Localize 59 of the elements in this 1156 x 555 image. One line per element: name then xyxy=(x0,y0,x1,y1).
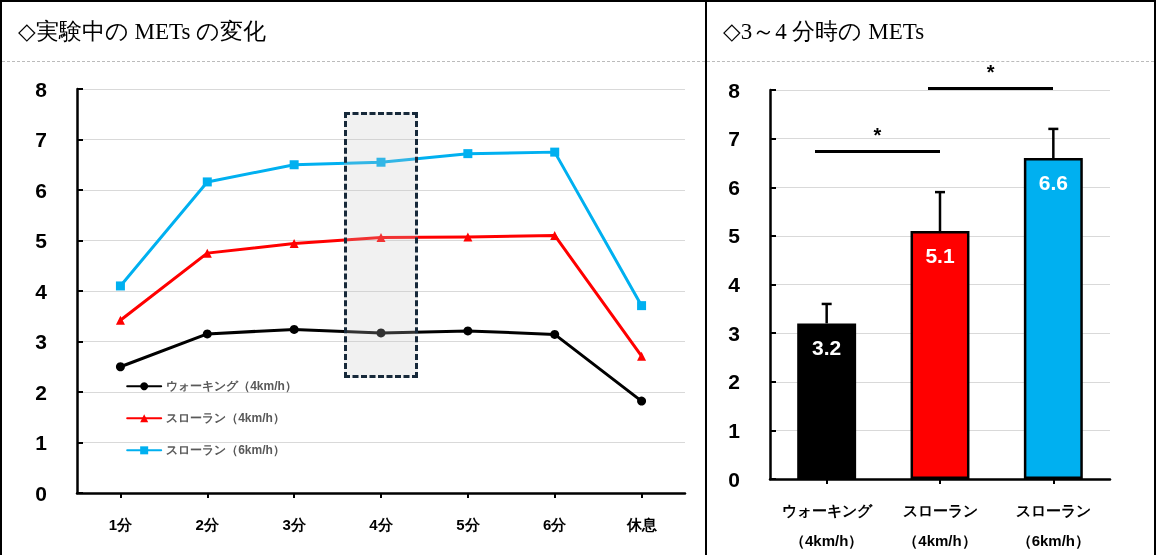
point xyxy=(289,324,299,334)
chart-title: ◇実験中の METs の変化 xyxy=(2,2,705,62)
point xyxy=(463,149,473,159)
y-tick-label: 8 xyxy=(35,77,48,101)
x-tick-label: スローラン（6km/h） xyxy=(1015,501,1091,549)
point xyxy=(115,315,125,325)
x-tick-label: 休息 xyxy=(625,515,658,533)
point xyxy=(202,248,212,258)
data-label: 3.2 xyxy=(812,336,842,360)
x-tick-label: 6分 xyxy=(543,515,568,533)
y-tick-label: 4 xyxy=(728,273,741,296)
y-tick-label: 6 xyxy=(728,175,740,199)
y-tick-label: 3 xyxy=(728,321,740,345)
legend-label: スローラン（4km/h） xyxy=(166,411,285,426)
legend-label: ウォーキング（4km/h） xyxy=(166,379,297,394)
x-tick-label: 3分 xyxy=(282,515,307,533)
significance-bracket: * xyxy=(928,61,1054,90)
x-tick-label: 1分 xyxy=(108,515,134,533)
data-label: 5.1 xyxy=(925,244,955,268)
x-tick-label: 4分 xyxy=(369,515,394,533)
point xyxy=(550,230,560,240)
annotation: * xyxy=(872,123,883,146)
point xyxy=(289,239,299,249)
x-tick-label: ウォーキング（4km/h） xyxy=(781,501,873,549)
significance-bracket: * xyxy=(814,124,940,153)
point xyxy=(637,396,647,406)
point xyxy=(376,328,386,338)
point xyxy=(550,329,560,339)
point xyxy=(637,351,647,361)
point xyxy=(202,177,212,187)
y-tick-label: 5 xyxy=(728,224,741,248)
point xyxy=(115,362,125,372)
point xyxy=(637,301,647,311)
point xyxy=(550,147,560,157)
y-tick-label: 1 xyxy=(728,418,741,442)
point xyxy=(202,329,212,339)
chart-title: ◇3～4 分時の METs xyxy=(707,2,1154,62)
y-tick-label: 2 xyxy=(728,370,740,394)
point xyxy=(376,157,386,167)
y-tick-label: 0 xyxy=(35,481,47,505)
y-tick-label: 7 xyxy=(35,128,47,151)
point xyxy=(376,232,386,242)
y-tick-label: 7 xyxy=(728,127,740,151)
data-label: 6.6 xyxy=(1038,171,1068,195)
x-tick-label: 5分 xyxy=(456,515,481,533)
y-tick-label: 2 xyxy=(35,380,47,404)
legend-label: スローラン（6km/h） xyxy=(166,443,285,458)
y-tick-label: 3 xyxy=(35,330,47,353)
point xyxy=(115,281,125,291)
x-tick-label: スローラン（4km/h） xyxy=(902,501,978,549)
point xyxy=(289,160,299,170)
y-tick-label: 4 xyxy=(35,279,48,303)
y-tick-label: 8 xyxy=(728,78,741,102)
y-tick-label: 6 xyxy=(35,178,47,202)
y-tick-label: 5 xyxy=(35,229,48,252)
y-tick-label: 1 xyxy=(35,431,48,454)
point xyxy=(463,326,473,336)
x-tick-label: 2分 xyxy=(195,515,220,533)
y-tick-label: 0 xyxy=(728,467,740,491)
